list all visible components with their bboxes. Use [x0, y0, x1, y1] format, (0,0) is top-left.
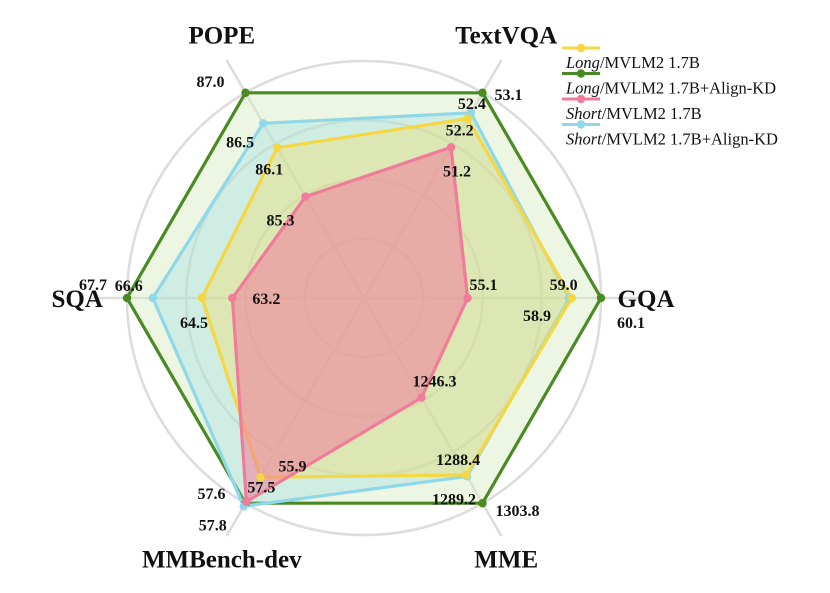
series-short-mvlm2-1-7b-label-gqa: 55.1 — [470, 277, 498, 294]
series-short-mvlm2-1-7b-point-sqa — [228, 293, 237, 303]
series-long-mvlm2-1-7b-label-textvqa: 52.2 — [446, 123, 474, 140]
series-short-mvlm2-1-7b-point-pope — [301, 192, 310, 201]
series-short-mvlm2-1-7b-label-pope: 85.3 — [266, 213, 294, 230]
series-long-mvlm2-1-7b-point-gqa — [567, 293, 576, 303]
axis-title-textvqa: TextVQA — [455, 23, 557, 50]
series-long-mvlm2-1-7b-align-kd-point-mme — [478, 499, 487, 508]
value-labels: 52.2 59.0 1288.4 55.9 64.5 86.1 53.1 60.1 1303.8… — [79, 74, 645, 535]
series-short-mvlm2-1-7b-align-kd-label-mmbench-dev: 57.8 — [199, 517, 227, 534]
series-short-mvlm2-1-7b-align-kd-point-pope — [258, 119, 268, 128]
series-long-mvlm2-1-7b-align-kd-label-sqa: 67.7 — [79, 277, 107, 294]
series-polygons — [125, 91, 603, 508]
legend-item-long-mvlm2-1-7b-marker — [576, 43, 586, 53]
axis-title-gqa: GQA — [618, 286, 675, 313]
series-short-mvlm2-1-7b-align-kd-point-sqa — [148, 293, 157, 303]
series-long-mvlm2-1-7b-align-kd-point-sqa — [122, 293, 132, 303]
series-short-mvlm2-1-7b-align-kd-label-mme: 1289.2 — [432, 491, 476, 508]
series-long-mvlm2-1-7b-label-gqa: 59.0 — [550, 277, 578, 294]
axis-titles: TextVQA GQA MME MMBench-dev SQA POPE — [52, 23, 675, 574]
series-short-mvlm2-1-7b-align-kd-label-textvqa: 52.4 — [458, 96, 486, 113]
series-points — [122, 88, 606, 511]
series-long-mvlm2-1-7b-point-mme — [461, 470, 471, 480]
series-long-mvlm2-1-7b-align-kd-point-gqa — [596, 293, 606, 303]
series-long-mvlm2-1-7b-align-kd-label-gqa: 60.1 — [617, 315, 645, 332]
series-short-mvlm2-1-7b-label-textvqa: 51.2 — [443, 163, 471, 180]
series-short-mvlm2-1-7b-point-mme — [417, 393, 426, 402]
legend-item-short-mvlm2-1-7b-label: Short/MVLM2 1.7B — [566, 104, 702, 123]
legend-item-short-mvlm2-1-7b-align-kd-marker — [576, 120, 586, 129]
series-short-mvlm2-1-7b-label-sqa: 63.2 — [252, 291, 280, 308]
series-short-mvlm2-1-7b-point-textvqa — [446, 143, 456, 152]
series-short-mvlm2-1-7b-point-mmbench-dev — [242, 497, 251, 506]
axis-title-mmbench-dev: MMBench-dev — [142, 546, 302, 573]
series-long-mvlm2-1-7b-label-sqa: 64.5 — [180, 315, 208, 332]
series-long-mvlm2-1-7b-align-kd-point-pope — [241, 88, 250, 97]
series-long-mvlm2-1-7b-align-kd-point-textvqa — [478, 88, 487, 97]
legend-item-long-mvlm2-1-7b-label: Long/MVLM2 1.7B — [565, 53, 700, 72]
series-long-mvlm2-1-7b-align-kd-label-textvqa: 53.1 — [495, 87, 523, 104]
series-long-mvlm2-1-7b-point-textvqa — [463, 114, 472, 123]
legend-item-short-mvlm2-1-7b-align-kd-label: Short/MVLM2 1.7B+Align-KD — [566, 130, 778, 149]
legend-item-short-mvlm2-1-7b-marker — [576, 94, 586, 104]
axis-title-mme: MME — [474, 546, 538, 573]
series-short-mvlm2-1-7b-align-kd-label-pope: 86.5 — [226, 134, 254, 151]
series-long-mvlm2-1-7b-align-kd-label-pope: 87.0 — [197, 74, 225, 91]
legend: Long/MVLM2 1.7B Long/MVLM2 1.7B+Align-KD S… — [562, 43, 778, 149]
series-long-mvlm2-1-7b-label-pope: 86.1 — [255, 162, 283, 179]
legend-item-long-mvlm2-1-7b-align-kd-marker — [576, 69, 586, 78]
series-short-mvlm2-1-7b-point-gqa — [463, 293, 472, 303]
axis-title-sqa: SQA — [52, 286, 103, 313]
series-short-mvlm2-1-7b-align-kd-label-sqa: 66.6 — [115, 278, 143, 295]
series-long-mvlm2-1-7b-label-mmbench-dev: 55.9 — [279, 458, 307, 475]
series-long-mvlm2-1-7b-point-sqa — [197, 293, 207, 303]
axis-title-pope: POPE — [188, 23, 255, 50]
series-long-mvlm2-1-7b-point-pope — [273, 143, 282, 152]
series-long-mvlm2-1-7b-label-mme: 1288.4 — [436, 452, 480, 469]
series-short-mvlm2-1-7b-align-kd-label-gqa: 58.9 — [523, 308, 551, 325]
series-short-mvlm2-1-7b-label-mme: 1246.3 — [412, 374, 456, 391]
legend-item-long-mvlm2-1-7b-align-kd-label: Long/MVLM2 1.7B+Align-KD — [565, 79, 776, 98]
series-long-mvlm2-1-7b-align-kd-label-mmbench-dev: 57.6 — [198, 486, 226, 503]
series-short-mvlm2-1-7b-label-mmbench-dev: 57.5 — [247, 480, 275, 497]
series-long-mvlm2-1-7b-point-mmbench-dev — [256, 473, 265, 482]
series-long-mvlm2-1-7b-align-kd-label-mme: 1303.8 — [496, 503, 540, 520]
